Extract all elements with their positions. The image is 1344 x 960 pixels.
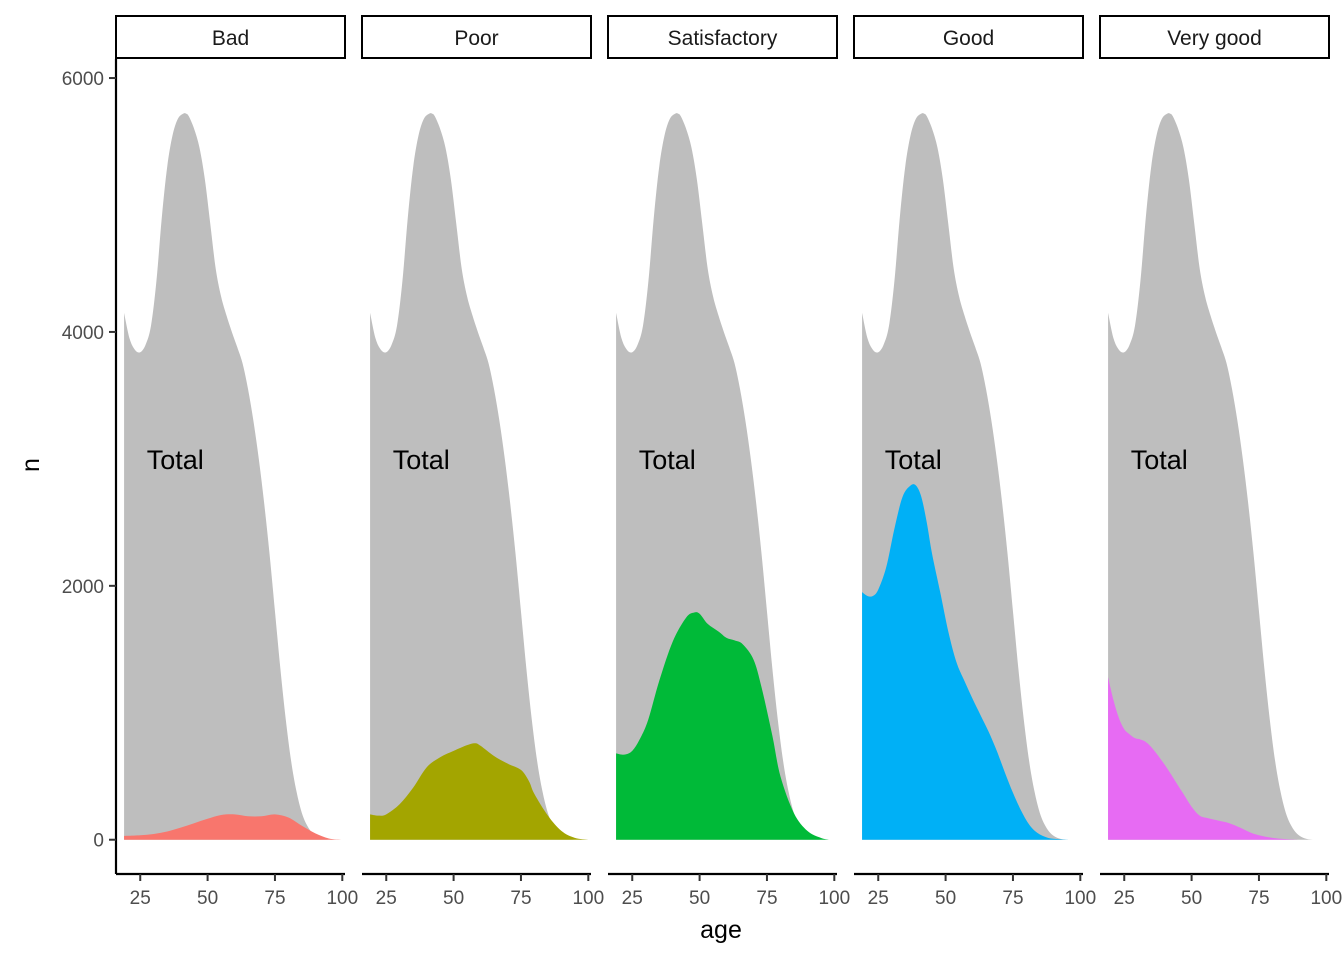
total-annotation: Total — [393, 445, 450, 475]
x-tick-label: 25 — [376, 888, 397, 909]
facet-strip-label: Satisfactory — [668, 27, 778, 50]
total-annotation: Total — [147, 445, 204, 475]
total-annotation: Total — [639, 445, 696, 475]
facet-strip — [1099, 15, 1330, 59]
series-area-good — [862, 484, 1075, 840]
x-tick-label: 25 — [130, 888, 151, 909]
x-tick-label: 25 — [1114, 888, 1135, 909]
facet-strip-label: Very good — [1167, 27, 1262, 50]
facet-panel-good: Good Total 25 50 75 100 — [853, 15, 1096, 909]
facet-panel-bad: Bad Total 25 50 75 100 — [115, 15, 358, 909]
facet-panel-poor: Poor Total 25 50 75 100 — [361, 15, 604, 909]
x-tick-label: 75 — [1002, 888, 1023, 909]
x-tick-label: 50 — [689, 888, 710, 909]
facet-strip — [115, 15, 346, 59]
series-area-poor — [370, 743, 589, 840]
x-tick-label: 50 — [197, 888, 218, 909]
y-tick-label: 4000 — [62, 323, 104, 344]
series-area-satisfactory — [616, 612, 829, 840]
y-axis-title: n — [17, 458, 45, 472]
facet-panel-very-good: Very good Total 25 50 75 100 — [1099, 15, 1342, 909]
facet-strip — [853, 15, 1084, 59]
y-tick-label: 6000 — [62, 69, 104, 90]
x-tick-label: 50 — [443, 888, 464, 909]
facet-panel-satisfactory: Satisfactory Total 25 50 75 100 — [607, 15, 850, 909]
facet-strip-label: Poor — [454, 27, 498, 50]
total-area — [124, 113, 343, 840]
x-tick-label: 100 — [1064, 888, 1096, 909]
x-tick-label: 75 — [264, 888, 285, 909]
total-area — [1108, 113, 1327, 840]
x-tick-label: 75 — [510, 888, 531, 909]
facet-strip-label: Bad — [212, 27, 249, 50]
x-tick-label: 50 — [1181, 888, 1202, 909]
facet-strip — [361, 15, 592, 59]
total-area — [370, 113, 589, 840]
series-area-very-good — [1108, 677, 1308, 840]
x-tick-label: 25 — [868, 888, 889, 909]
series-area-bad — [124, 814, 343, 840]
x-tick-label: 75 — [1248, 888, 1269, 909]
y-axis: 0 2000 4000 6000 — [62, 59, 118, 874]
y-tick-label: 2000 — [62, 577, 104, 598]
x-tick-label: 50 — [935, 888, 956, 909]
facet-strip-label: Good — [943, 27, 994, 50]
x-tick-label: 75 — [756, 888, 777, 909]
x-tick-label: 100 — [1310, 888, 1342, 909]
x-tick-label: 100 — [818, 888, 850, 909]
x-tick-label: 100 — [326, 888, 358, 909]
facet-strip — [607, 15, 838, 59]
x-tick-label: 100 — [572, 888, 604, 909]
y-tick-label: 0 — [93, 831, 104, 852]
x-axis-title: age — [700, 916, 742, 944]
total-annotation: Total — [1131, 445, 1188, 475]
x-tick-label: 25 — [622, 888, 643, 909]
total-annotation: Total — [885, 445, 942, 475]
